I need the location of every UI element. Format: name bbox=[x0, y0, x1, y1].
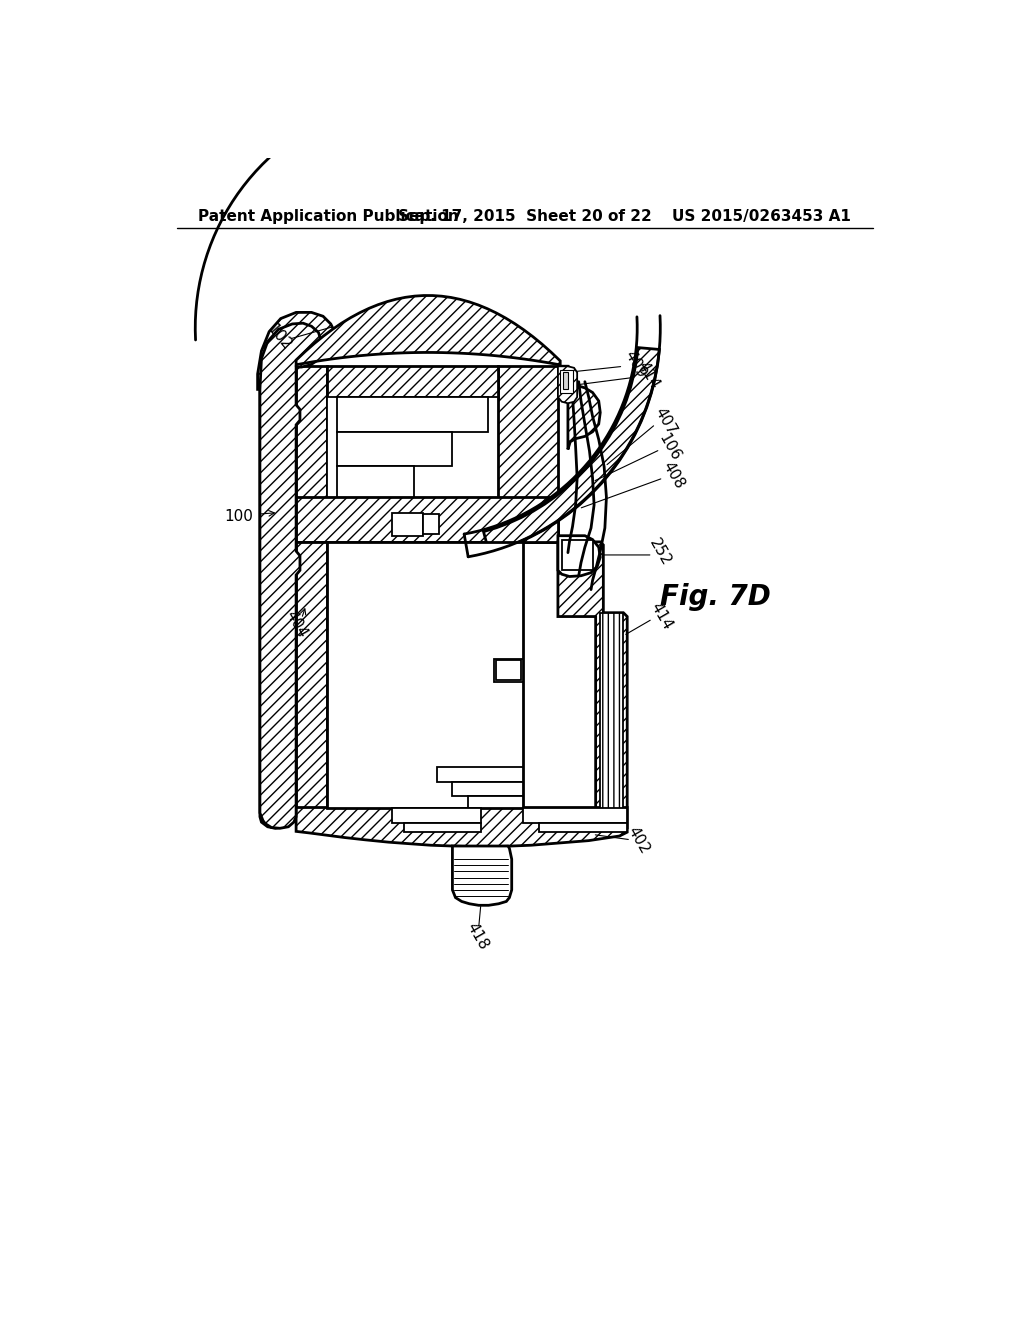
Bar bbox=[392, 808, 481, 822]
Bar bbox=[497, 660, 521, 681]
Polygon shape bbox=[558, 367, 578, 404]
Bar bbox=[337, 466, 414, 498]
Polygon shape bbox=[464, 315, 660, 557]
Text: 414: 414 bbox=[634, 359, 662, 392]
Bar bbox=[468, 796, 523, 808]
Bar bbox=[327, 397, 498, 498]
Polygon shape bbox=[558, 543, 628, 832]
Polygon shape bbox=[260, 323, 322, 829]
Bar bbox=[337, 432, 453, 466]
Text: 409: 409 bbox=[622, 348, 648, 381]
Text: Fig. 7D: Fig. 7D bbox=[660, 583, 771, 611]
Bar bbox=[453, 781, 523, 796]
Text: 408: 408 bbox=[659, 459, 687, 492]
Bar bbox=[494, 659, 523, 682]
Bar bbox=[403, 822, 481, 832]
Bar bbox=[296, 543, 327, 808]
Bar bbox=[327, 543, 523, 808]
Bar bbox=[523, 808, 628, 822]
Bar bbox=[600, 612, 624, 809]
Polygon shape bbox=[453, 846, 512, 906]
Bar bbox=[564, 368, 571, 395]
Text: US 2015/0263453 A1: US 2015/0263453 A1 bbox=[673, 209, 851, 223]
Text: 106: 106 bbox=[655, 430, 683, 463]
Text: 407: 407 bbox=[652, 405, 679, 438]
Text: Sep. 17, 2015  Sheet 20 of 22: Sep. 17, 2015 Sheet 20 of 22 bbox=[398, 209, 651, 223]
Bar bbox=[563, 372, 568, 389]
Text: Patent Application Publication: Patent Application Publication bbox=[199, 209, 459, 223]
Bar bbox=[239, 277, 731, 1024]
Polygon shape bbox=[258, 313, 335, 829]
Bar bbox=[392, 512, 423, 536]
Bar bbox=[560, 370, 572, 393]
Bar bbox=[569, 374, 574, 393]
Polygon shape bbox=[558, 367, 600, 449]
Text: 418: 418 bbox=[463, 920, 490, 952]
Polygon shape bbox=[296, 296, 560, 364]
Bar bbox=[337, 397, 487, 432]
Polygon shape bbox=[483, 347, 659, 553]
Bar bbox=[423, 515, 438, 535]
Text: 100: 100 bbox=[224, 510, 253, 524]
Bar bbox=[327, 367, 498, 399]
Bar bbox=[296, 498, 558, 541]
Polygon shape bbox=[558, 536, 600, 577]
Text: 252: 252 bbox=[646, 536, 674, 569]
Bar bbox=[539, 822, 628, 832]
Text: 402: 402 bbox=[625, 824, 652, 857]
Polygon shape bbox=[296, 808, 628, 847]
Text: 414: 414 bbox=[648, 601, 676, 632]
Bar bbox=[296, 367, 327, 541]
Bar bbox=[437, 767, 523, 781]
Text: 102: 102 bbox=[264, 321, 294, 352]
Bar bbox=[562, 540, 593, 570]
Text: 404: 404 bbox=[283, 609, 310, 640]
Bar bbox=[498, 367, 558, 541]
